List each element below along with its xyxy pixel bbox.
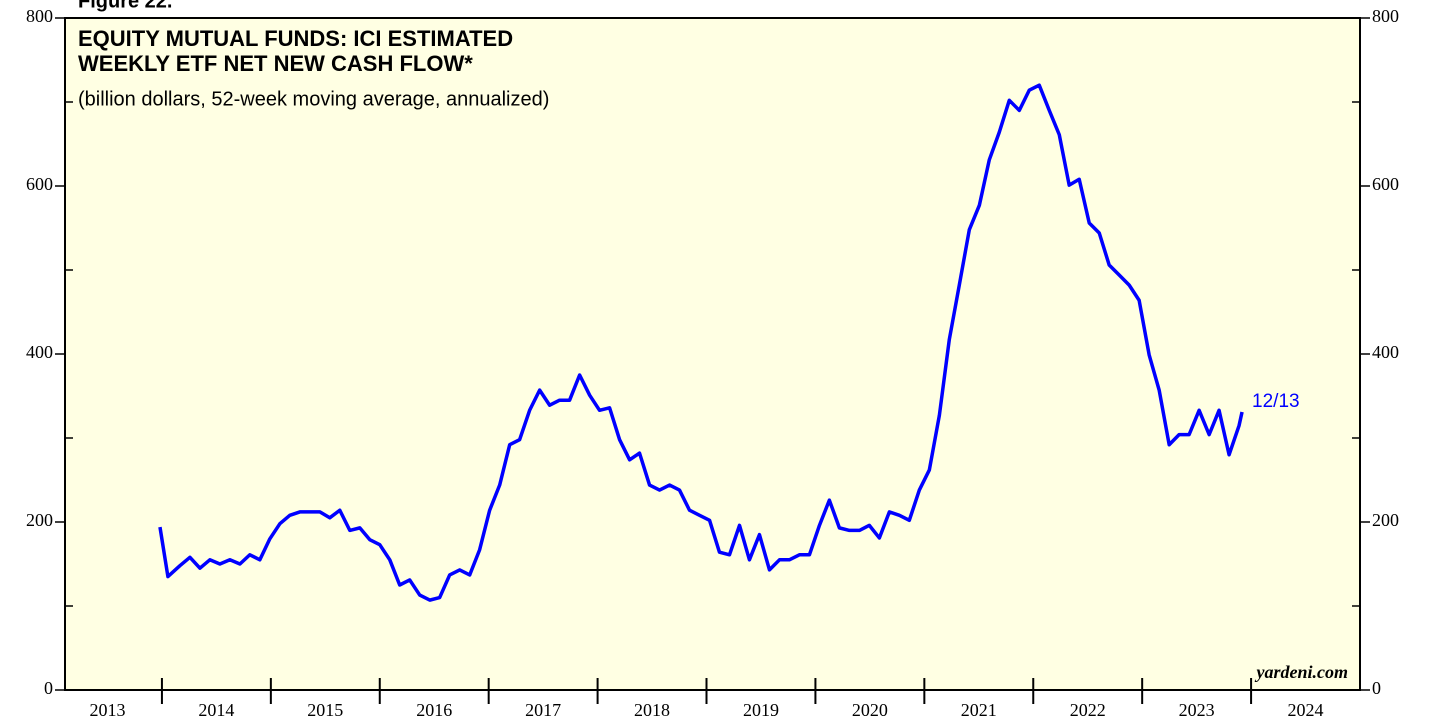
y2-tick-label: 200	[1372, 510, 1399, 530]
y2-tick-label: 400	[1372, 342, 1399, 362]
figure-label: Figure 22.	[78, 0, 172, 12]
y2-tick-label: 0	[1372, 678, 1381, 698]
chart-subtitle: (billion dollars, 52-week moving average…	[78, 88, 549, 110]
y2-tick-label: 800	[1372, 6, 1399, 26]
x-tick-label: 2013	[89, 700, 125, 720]
chart-title: EQUITY MUTUAL FUNDS: ICI ESTIMATED	[78, 26, 513, 51]
y-tick-label: 0	[44, 678, 53, 698]
y2-tick-label: 600	[1372, 174, 1399, 194]
x-tick-label: 2021	[961, 700, 997, 720]
y-tick-label: 800	[26, 6, 53, 26]
x-tick-label: 2017	[525, 700, 561, 720]
x-tick-label: 2016	[416, 700, 452, 720]
y-tick-label: 600	[26, 174, 53, 194]
x-tick-label: 2019	[743, 700, 779, 720]
y-tick-label: 400	[26, 342, 53, 362]
data-line	[158, 83, 1244, 602]
x-tick-label: 2020	[852, 700, 888, 720]
y-tick-label: 200	[26, 510, 53, 530]
end-label: 12/13	[1252, 391, 1300, 412]
x-tick-label: 2024	[1288, 700, 1324, 720]
source: yardeni.com	[1255, 662, 1349, 682]
chart-title: WEEKLY ETF NET NEW CASH FLOW*	[78, 51, 473, 76]
x-tick-label: 2018	[634, 700, 670, 720]
x-tick-label: 2015	[307, 700, 343, 720]
x-tick-label: 2022	[1070, 700, 1106, 720]
x-tick-label: 2023	[1179, 700, 1215, 720]
x-tick-label: 2014	[198, 700, 234, 720]
plot-area	[64, 17, 1361, 691]
